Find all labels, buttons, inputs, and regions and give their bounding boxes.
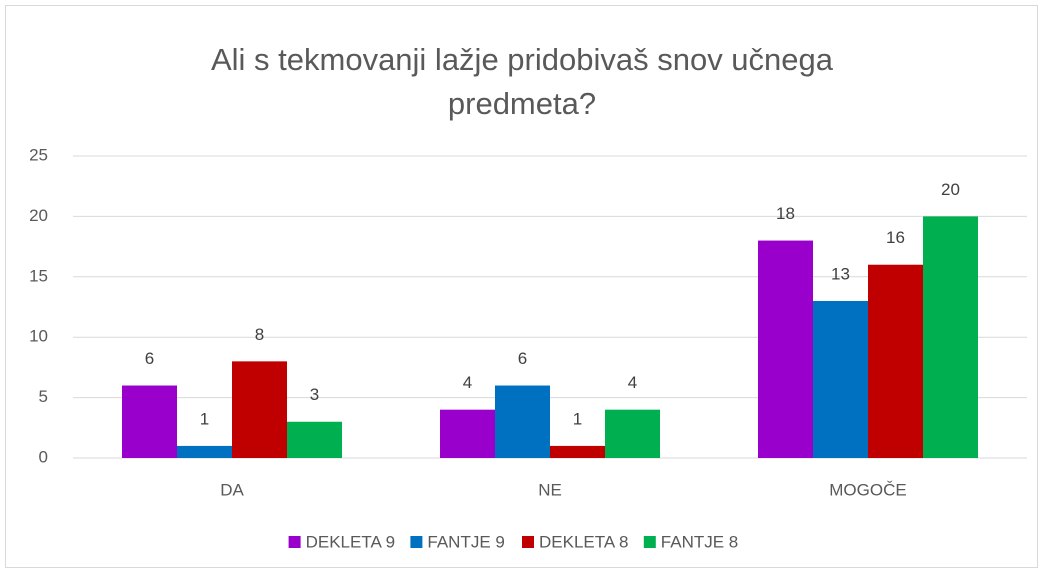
x-tick-label: MOGOČE xyxy=(829,480,906,499)
legend-label: DEKLETA 8 xyxy=(539,532,628,551)
bar xyxy=(232,361,287,458)
chart-border xyxy=(5,5,1038,568)
bar xyxy=(813,300,868,458)
x-tick-label: NE xyxy=(538,480,562,499)
data-label: 4 xyxy=(463,373,472,392)
legend-swatch xyxy=(288,536,301,548)
data-label: 1 xyxy=(573,409,582,428)
bar xyxy=(122,385,177,458)
y-tick-label: 5 xyxy=(39,387,48,406)
data-label: 13 xyxy=(831,264,850,283)
y-tick-label: 15 xyxy=(29,266,48,285)
legend-swatch xyxy=(522,536,534,548)
data-label: 18 xyxy=(776,204,795,223)
data-label: 20 xyxy=(941,180,960,199)
bar xyxy=(868,264,923,458)
legend-label: FANTJE 8 xyxy=(661,532,738,551)
data-label: 6 xyxy=(145,349,154,368)
chart-title: Ali s tekmovanji lažje pridobivaš snov u… xyxy=(210,42,834,121)
y-tick-label: 10 xyxy=(29,327,48,346)
legend-swatch xyxy=(410,536,423,548)
data-label: 1 xyxy=(200,409,209,428)
legend-swatch xyxy=(643,536,656,548)
y-tick-label: 0 xyxy=(39,447,48,466)
data-label: 3 xyxy=(310,385,319,404)
bar xyxy=(177,445,232,458)
bar xyxy=(287,421,342,458)
legend-label: FANTJE 9 xyxy=(427,532,504,551)
data-label: 6 xyxy=(518,349,527,368)
bar xyxy=(605,409,660,458)
data-label: 4 xyxy=(628,373,637,392)
data-label: 8 xyxy=(255,325,264,344)
x-tick-label: DA xyxy=(220,480,244,499)
bar xyxy=(440,409,495,458)
bar xyxy=(923,216,978,458)
legend-label: DEKLETA 9 xyxy=(306,532,395,551)
y-tick-label: 20 xyxy=(29,206,48,225)
data-label: 16 xyxy=(886,228,905,247)
bar xyxy=(495,385,550,458)
bar xyxy=(550,445,605,458)
bar xyxy=(758,240,813,458)
y-tick-label: 25 xyxy=(29,145,48,164)
